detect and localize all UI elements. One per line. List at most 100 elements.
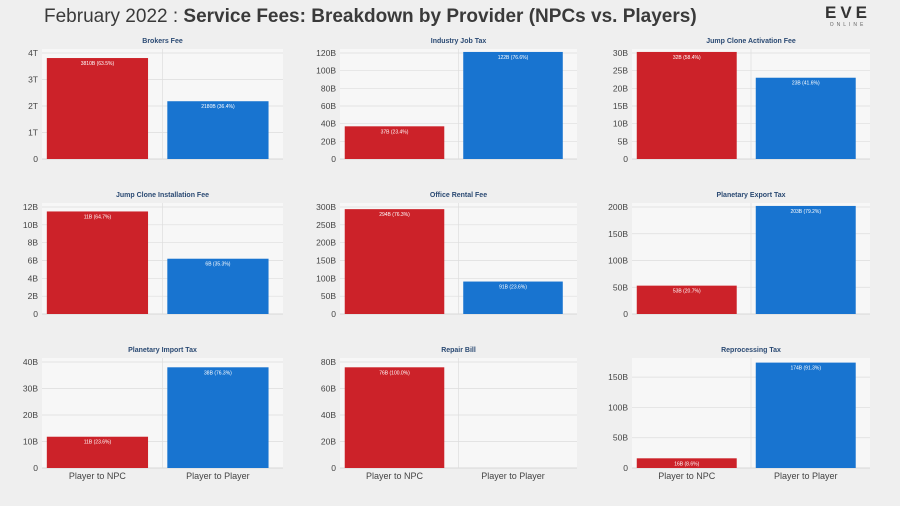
y-tick-label: 10B bbox=[23, 437, 38, 447]
chart-title: Jump Clone Activation Fee bbox=[706, 38, 796, 45]
y-tick-label: 150B bbox=[608, 372, 628, 382]
y-tick-label: 0 bbox=[331, 154, 336, 164]
y-tick-label: 0 bbox=[331, 309, 336, 319]
page-title: February 2022 : Service Fees: Breakdown … bbox=[44, 6, 820, 34]
y-tick-label: 4B bbox=[28, 273, 39, 283]
y-tick-label: 30B bbox=[23, 384, 38, 394]
chart-panel-9: Reprocessing Tax 0 50B 100B 150B 16B (8.6%) Pl… bbox=[608, 347, 870, 481]
bar-data-label: 37B (23.4%) bbox=[381, 129, 409, 135]
bar-data-label: 203B (79.2%) bbox=[790, 209, 821, 215]
chart-panel-6: Planetary Export Tax 0 50B 100B 150B 200B 53B … bbox=[608, 192, 870, 319]
chart-title: Planetary Import Tax bbox=[128, 347, 197, 354]
y-tick-label: 150B bbox=[316, 256, 336, 266]
bar-data-label: 2180B (36.4%) bbox=[201, 104, 235, 110]
bar-data-label: 11B (23.6%) bbox=[84, 440, 112, 446]
y-tick-label: 6B bbox=[28, 256, 39, 266]
bar-data-label: 16B (8.6%) bbox=[674, 461, 699, 467]
bar-data-label: 53B (20.7%) bbox=[673, 289, 701, 295]
bar-data-label: 32B (58.4%) bbox=[673, 55, 701, 61]
bar-player-to-player bbox=[755, 205, 856, 314]
chart-title: Planetary Export Tax bbox=[716, 192, 785, 199]
chart-panel-1: Brokers Fee 0 1T 2T 3T 4T 3810B (63.5%) 2180B (… bbox=[28, 38, 283, 164]
y-tick-label: 60B bbox=[321, 384, 336, 394]
y-tick-label: 10B bbox=[23, 220, 38, 230]
y-tick-label: 20B bbox=[321, 437, 336, 447]
y-tick-label: 0 bbox=[33, 463, 38, 473]
x-category-label: Player to NPC bbox=[658, 471, 716, 481]
bar-data-label: 122B (76.6%) bbox=[498, 55, 529, 61]
logo-sub-text: ONLINE bbox=[829, 22, 867, 28]
y-tick-label: 0 bbox=[331, 463, 336, 473]
bar-data-label: 38B (76.3%) bbox=[204, 370, 232, 376]
y-tick-label: 40B bbox=[321, 119, 336, 129]
y-tick-label: 25B bbox=[613, 66, 628, 76]
y-tick-label: 150B bbox=[608, 229, 628, 239]
bar-player-to-npc bbox=[344, 209, 445, 314]
chart-panel-4: Jump Clone Installation Fee 0 2B 4B 6B 8B 10B 1… bbox=[23, 192, 283, 319]
bar-data-label: 174B (91.3%) bbox=[790, 366, 821, 372]
bar-data-label: 6B (35.3%) bbox=[205, 262, 230, 268]
y-tick-label: 30B bbox=[613, 48, 628, 58]
bar-data-label: 11B (64.7%) bbox=[84, 214, 112, 220]
y-tick-label: 12B bbox=[23, 202, 38, 212]
y-tick-label: 50B bbox=[613, 433, 628, 443]
chart-title: Brokers Fee bbox=[142, 38, 183, 45]
y-tick-label: 4T bbox=[28, 48, 38, 58]
logo-main-text: EVE bbox=[824, 3, 872, 22]
bar-data-label: 23B (41.6%) bbox=[792, 81, 820, 87]
y-tick-label: 0 bbox=[623, 309, 628, 319]
y-tick-label: 20B bbox=[23, 410, 38, 420]
y-tick-label: 80B bbox=[321, 357, 336, 367]
chart-panel-2: Industry Job Tax 0 20B 40B 60B 80B 100B 120B 37B… bbox=[316, 38, 577, 164]
y-tick-label: 50B bbox=[613, 282, 628, 292]
bar-player-to-player bbox=[167, 101, 269, 159]
y-tick-label: 5B bbox=[618, 136, 629, 146]
bar-player-to-npc bbox=[46, 436, 149, 468]
chart-title: Repair Bill bbox=[441, 347, 476, 354]
x-category-label: Player to NPC bbox=[366, 471, 424, 481]
x-category-label: Player to Player bbox=[186, 471, 250, 481]
chart-panel-8: Repair Bill 0 20B 40B 60B 80B 76B (100.0%) Play… bbox=[321, 347, 577, 481]
x-category-label: Player to NPC bbox=[69, 471, 127, 481]
y-tick-label: 2B bbox=[28, 291, 39, 301]
bar-data-label: 76B (100.0%) bbox=[379, 370, 410, 376]
x-category-label: Player to Player bbox=[481, 471, 545, 481]
chart-title: Industry Job Tax bbox=[431, 38, 487, 45]
eve-online-logo: EVE ONLINE bbox=[818, 3, 878, 29]
bar-player-to-npc bbox=[636, 458, 737, 468]
y-tick-label: 300B bbox=[316, 202, 336, 212]
bar-player-to-npc bbox=[636, 51, 737, 159]
y-tick-label: 0 bbox=[33, 154, 38, 164]
bar-player-to-npc bbox=[636, 285, 737, 314]
y-tick-label: 1T bbox=[28, 128, 38, 138]
y-tick-label: 20B bbox=[321, 136, 336, 146]
bar-data-label: 91B (23.6%) bbox=[499, 285, 527, 291]
y-tick-label: 0 bbox=[33, 309, 38, 319]
y-tick-label: 40B bbox=[321, 410, 336, 420]
title-main: Service Fees: Breakdown by Provider (NPC… bbox=[183, 6, 697, 27]
title-date: February 2022 : bbox=[44, 6, 184, 27]
chart-panel-7: Planetary Import Tax 0 10B 20B 30B 40B 11B (23… bbox=[23, 347, 283, 481]
y-tick-label: 15B bbox=[613, 101, 628, 111]
y-tick-label: 100B bbox=[608, 402, 628, 412]
y-tick-label: 0 bbox=[623, 463, 628, 473]
bar-player-to-player bbox=[167, 258, 269, 314]
bar-player-to-npc bbox=[46, 58, 149, 159]
y-tick-label: 10B bbox=[613, 119, 628, 129]
y-tick-label: 3T bbox=[28, 75, 38, 85]
bar-player-to-player bbox=[755, 362, 856, 468]
chart-panel-5: Office Rental Fee 0 50B 100B 150B 200B 250B 300… bbox=[316, 192, 577, 319]
chart-title: Office Rental Fee bbox=[430, 192, 487, 199]
y-tick-label: 100B bbox=[316, 273, 336, 283]
y-tick-label: 200B bbox=[608, 202, 628, 212]
bar-player-to-player bbox=[167, 367, 269, 468]
y-tick-label: 40B bbox=[23, 357, 38, 367]
bar-player-to-player bbox=[463, 51, 563, 159]
y-tick-label: 120B bbox=[316, 48, 336, 58]
chart-title: Reprocessing Tax bbox=[721, 347, 781, 354]
y-tick-label: 100B bbox=[316, 66, 336, 76]
y-tick-label: 0 bbox=[623, 154, 628, 164]
y-tick-label: 80B bbox=[321, 83, 336, 93]
bar-player-to-npc bbox=[344, 367, 445, 468]
